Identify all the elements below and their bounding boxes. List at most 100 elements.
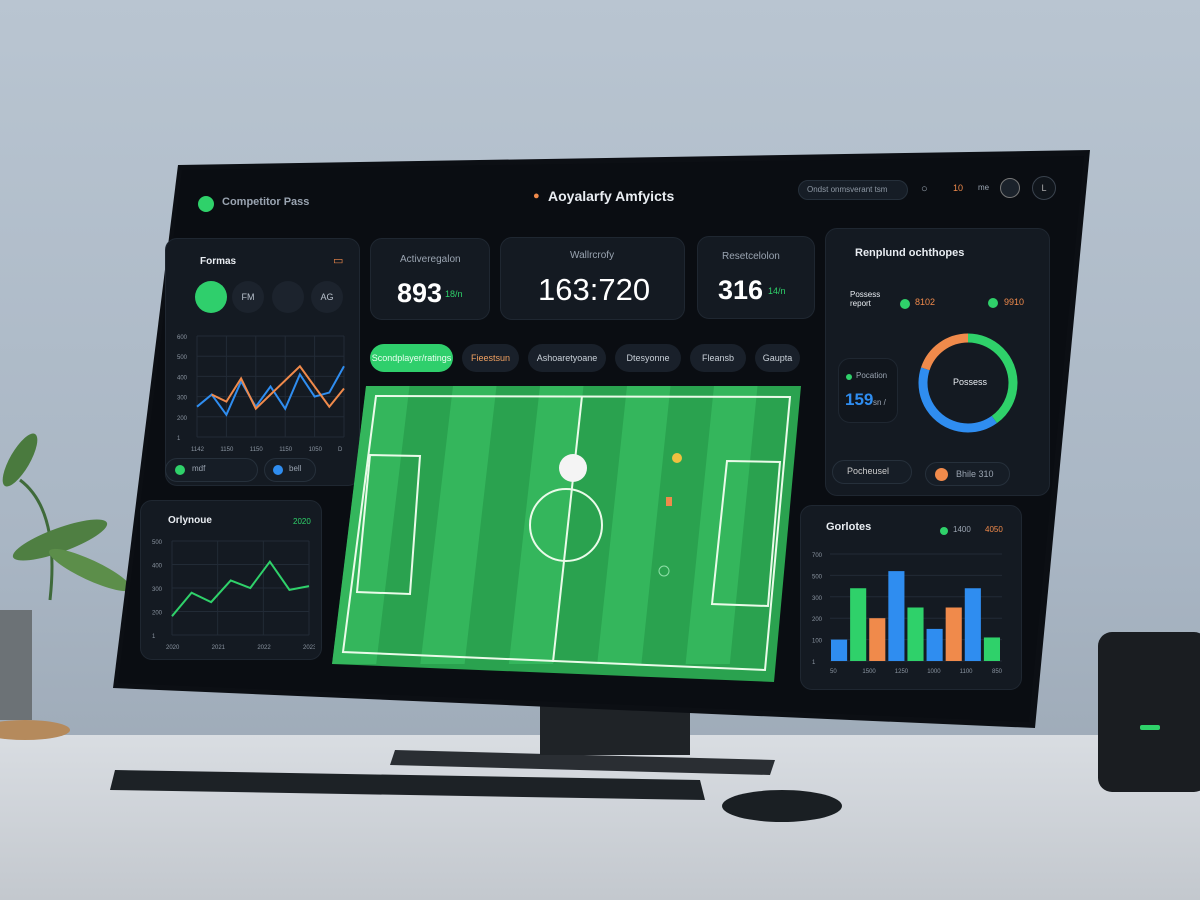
pill-button-1[interactable]: Pocheusel: [832, 460, 912, 484]
speaker-device: [1098, 632, 1200, 792]
y-tick-label: 1: [152, 634, 156, 640]
pitch-stripe: [508, 386, 584, 664]
tab-6[interactable]: Gaupta: [755, 344, 800, 372]
player-marker: [658, 565, 670, 577]
y-tick-label: 300: [177, 396, 188, 402]
legend-pill-1[interactable]: mdf: [165, 458, 258, 482]
location-unit: sn /: [873, 398, 886, 407]
series-line: [211, 364, 345, 411]
location-label: Pocation: [856, 371, 888, 380]
possession-label: Possess report: [850, 290, 881, 308]
kpi-label: Activeregalon: [400, 254, 461, 265]
pitch-stripe: [420, 386, 497, 664]
x-tick-label: 2023: [303, 645, 315, 651]
settings-icon[interactable]: [1000, 178, 1020, 198]
line-chart-formas: 600 500 400 300 200 1 1142 1150 1150 1150 1050 D: [177, 335, 345, 453]
page-title: Aoyalarfy Amfyicts: [548, 188, 675, 204]
x-tick-label: 1500: [862, 669, 876, 675]
legend-2: 4050: [985, 525, 1003, 534]
x-tick-label: 1150: [250, 447, 264, 453]
kpi-value: 893: [397, 278, 443, 308]
y-tick-label: 500: [177, 355, 188, 361]
bar: [831, 639, 848, 661]
legend-pill-2[interactable]: bell: [264, 458, 316, 482]
kpi-card-2: [500, 237, 685, 320]
legend-dot: [940, 527, 948, 535]
bar: [869, 618, 886, 661]
year-badge: 2020: [293, 517, 311, 526]
possession-donut: [918, 333, 1018, 433]
tab-2[interactable]: Fieestsun: [462, 344, 519, 372]
kpi-card-3: [697, 236, 815, 319]
chip-fm[interactable]: FM: [232, 281, 264, 313]
bar: [850, 588, 867, 661]
y-tick-label: 300: [812, 596, 823, 602]
notification-count[interactable]: 10: [953, 183, 964, 193]
x-tick-label: 2021: [212, 645, 226, 651]
x-tick-label: 1100: [960, 669, 974, 675]
status-dot: [900, 299, 910, 309]
bar-chart-title: Gorlotes: [826, 521, 872, 533]
bar: [945, 607, 962, 661]
line-chart-orlynoue: 500 400 300 200 1 2020 2021 2022 2023: [152, 540, 315, 651]
y-tick-label: 1: [177, 436, 181, 442]
card-icon[interactable]: ▭: [333, 255, 344, 267]
x-tick-label: 1050: [309, 447, 323, 453]
y-tick-label: 400: [177, 375, 188, 381]
search-input[interactable]: Ondst onmsverant tsm: [798, 180, 908, 200]
kpi-delta: 14/n: [768, 286, 786, 296]
x-tick-label: 850: [992, 669, 1002, 675]
kpi-value: 163:720: [538, 272, 651, 307]
x-tick-label: 2022: [257, 645, 271, 651]
status-dot: [988, 298, 998, 308]
keyboard: [110, 770, 705, 800]
player-marker: [672, 453, 682, 463]
x-tick-label: 1150: [220, 447, 234, 453]
x-tick-label: D: [338, 447, 343, 453]
title-icon: ●: [533, 190, 540, 202]
location-card: [838, 358, 898, 423]
status-dot: [846, 374, 852, 380]
tab-3[interactable]: Ashoaretyoane: [528, 344, 606, 372]
stat-2: 9910: [1004, 297, 1025, 307]
avatar[interactable]: L: [1032, 176, 1056, 200]
kpi-delta: 18/n: [445, 289, 463, 299]
bar: [888, 571, 905, 661]
kpi-label: Resetcelolon: [722, 251, 780, 262]
chip-active[interactable]: [195, 281, 227, 313]
pitch-stripe: [685, 386, 758, 664]
x-tick-label: 1250: [895, 669, 909, 675]
bar: [907, 607, 924, 661]
x-tick-label: 1142: [191, 447, 205, 453]
tab-4[interactable]: Dtesyonne: [615, 344, 681, 372]
series-line: [196, 365, 345, 417]
y-tick-label: 600: [177, 335, 188, 341]
app-logo-icon: [198, 196, 214, 212]
stat-1: 8102: [915, 297, 936, 307]
clock-icon[interactable]: ○: [921, 183, 928, 195]
tab-5[interactable]: Fleansb: [690, 344, 746, 372]
chip-ag[interactable]: AG: [311, 281, 343, 313]
bar: [983, 637, 1000, 661]
bar: [926, 628, 943, 661]
y-tick-label: 200: [177, 416, 188, 422]
ball-icon: [559, 454, 587, 482]
donut-segment: [918, 333, 1018, 433]
y-tick-label: 200: [812, 617, 823, 623]
y-tick-label: 500: [152, 540, 163, 546]
kpi-value: 316: [718, 275, 764, 305]
plant-decoration: [0, 433, 132, 740]
pitch-stripe: [597, 386, 671, 664]
y-tick-label: 500: [812, 574, 823, 580]
chip-bag[interactable]: [272, 281, 304, 313]
right-panel-title: Renplund ochthopes: [855, 247, 965, 259]
y-tick-label: 1: [812, 660, 816, 666]
player-marker: [666, 497, 672, 506]
mouse: [722, 790, 842, 822]
x-tick-label: 50: [830, 669, 837, 675]
tab-player-ratings[interactable]: Scondplayer/ratings: [370, 344, 453, 372]
bar-chart: 700 500 300 200 100 1 50 1500 1250 1000 1100 850: [812, 553, 1002, 675]
pill-button-2[interactable]: Bhile 310: [925, 462, 1010, 486]
bar: [964, 588, 981, 661]
